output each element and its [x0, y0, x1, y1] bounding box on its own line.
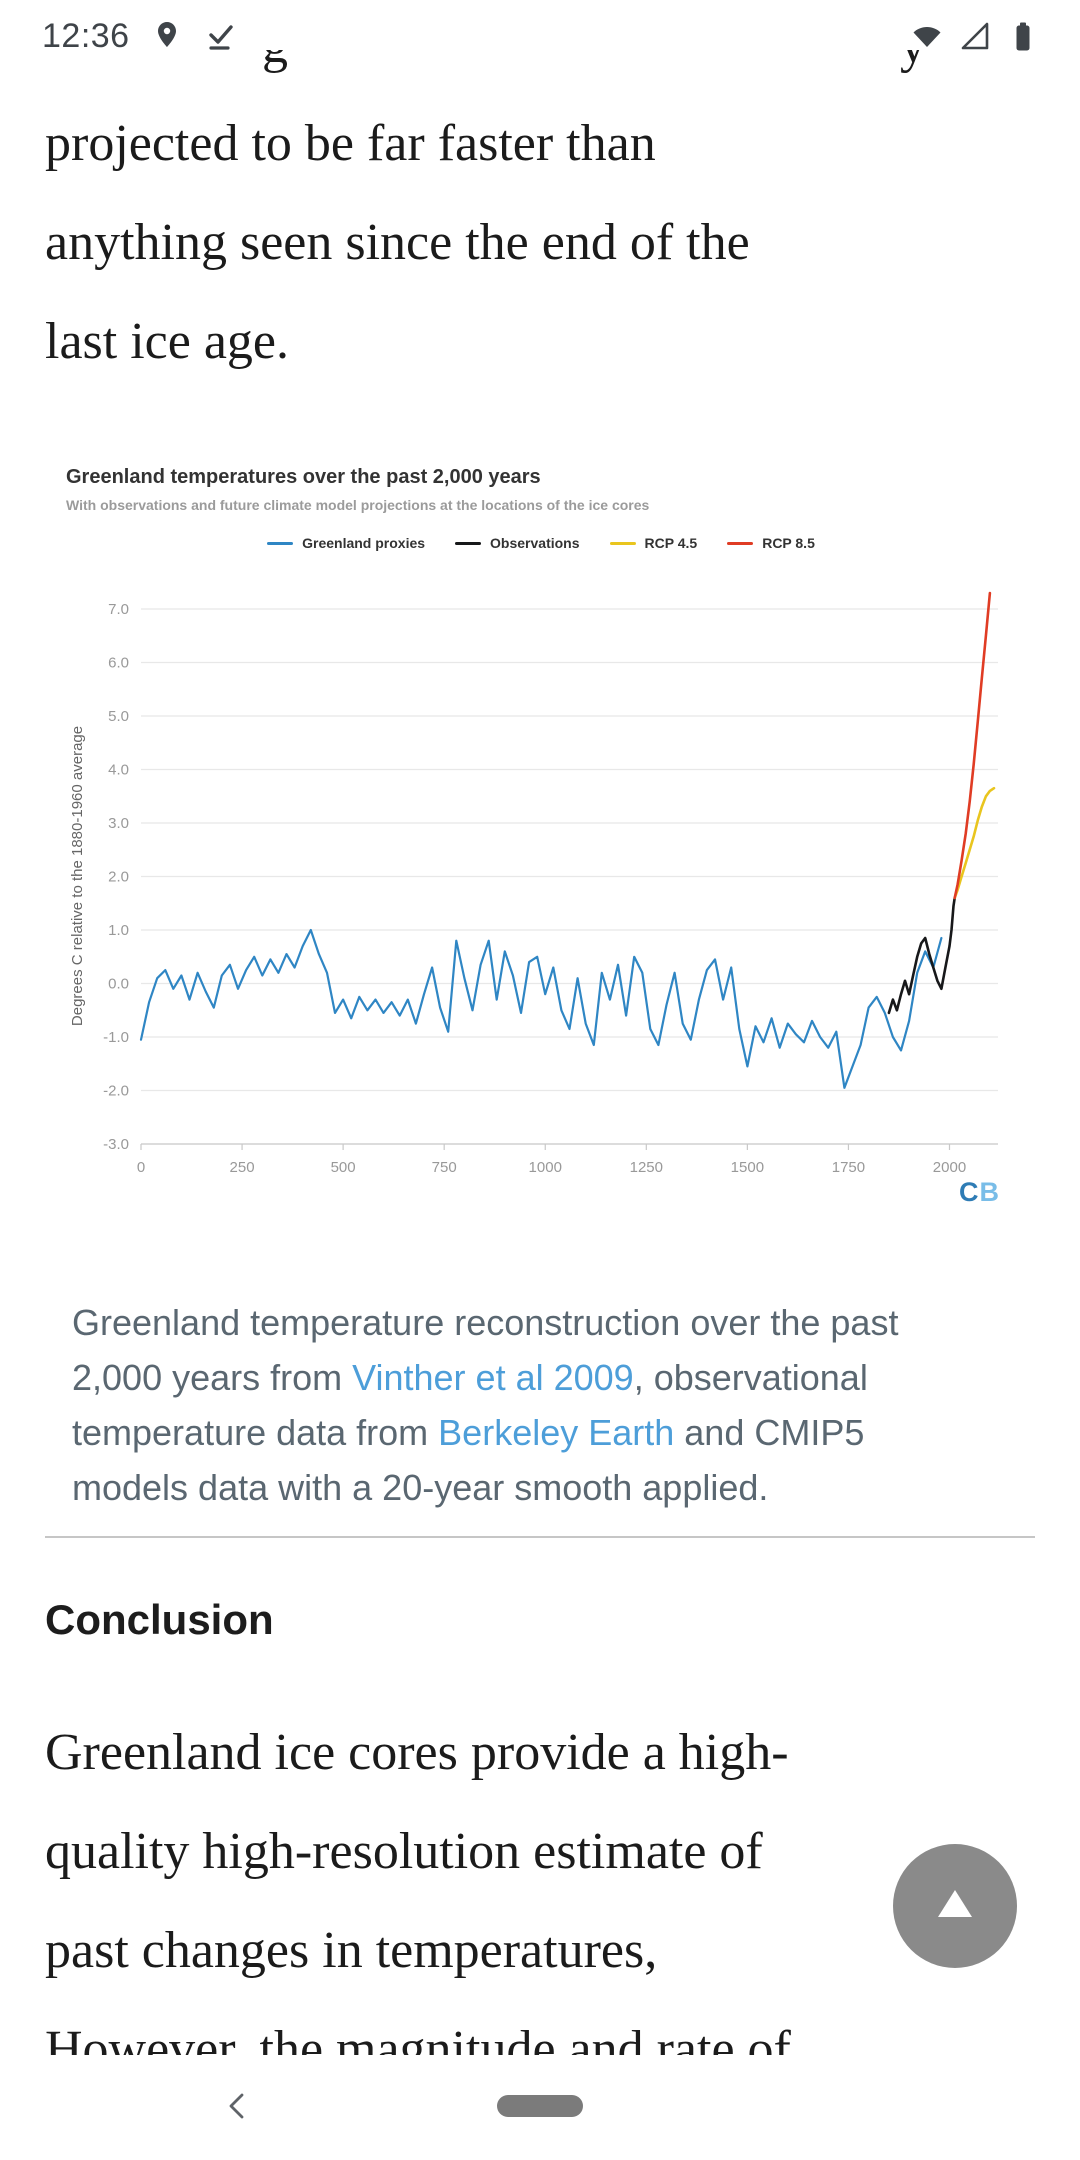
- caption-text: Greenland temperature reconstruction ove…: [72, 1302, 899, 1343]
- legend-item[interactable]: RCP 4.5: [609, 535, 698, 551]
- chart-title: Greenland temperatures over the past 2,0…: [66, 466, 541, 488]
- legend-item[interactable]: Greenland proxies: [267, 535, 425, 551]
- caption-text: temperature data from: [72, 1412, 439, 1453]
- series-line-observations: [887, 896, 957, 1015]
- check-line-icon: [204, 19, 238, 53]
- battery-icon: [1006, 19, 1040, 53]
- carbon-brief-logo: CB: [66, 1177, 1016, 1207]
- series-line-rcp-4-5: [953, 786, 996, 900]
- series-line-rcp-8-5: [953, 591, 992, 900]
- caption-link[interactable]: Berkeley Earth: [438, 1412, 675, 1453]
- caption-text: and CMIP5: [674, 1412, 865, 1453]
- legend-swatch: [267, 541, 294, 545]
- legend-label: RCP 8.5: [762, 535, 815, 551]
- x-tick-label: 500: [331, 1159, 356, 1176]
- series-line-greenland-proxies: [139, 928, 943, 1089]
- x-tick-label: 1750: [832, 1159, 865, 1176]
- cell-signal-icon: [958, 19, 992, 53]
- cutoff-glyph-left: g: [262, 50, 288, 72]
- legend-swatch: [609, 541, 636, 545]
- x-tick-label: 1250: [630, 1159, 663, 1176]
- caption-text: 2,000 years from: [72, 1357, 353, 1398]
- x-tick-label: 250: [230, 1159, 255, 1176]
- back-chevron-icon[interactable]: [222, 2089, 252, 2123]
- caption-line: temperature data from Berkeley Earth and…: [72, 1405, 1040, 1460]
- chart-subtitle: With observations and future climate mod…: [66, 497, 650, 513]
- status-bar-right: [910, 19, 1040, 53]
- caption-line: models data with a 20-year smooth applie…: [72, 1460, 1040, 1515]
- y-tick-label: 3.0: [108, 815, 129, 832]
- caption-text: , observational: [633, 1357, 868, 1398]
- cutoff-text-top: g y: [45, 50, 1035, 82]
- figure-caption: Greenland temperature reconstruction ove…: [72, 1295, 1040, 1515]
- y-tick-label: 0.0: [108, 976, 129, 993]
- chart-section: Greenland temperatures over the past 2,0…: [66, 466, 1016, 1207]
- y-tick-label: -3.0: [103, 1136, 129, 1153]
- arrow-up-icon: [938, 1890, 972, 1917]
- x-tick-label: 1500: [731, 1159, 764, 1176]
- cb-logo-c: C: [959, 1177, 980, 1207]
- legend-swatch: [727, 541, 754, 545]
- intro-paragraph: projected to be far faster than anything…: [45, 115, 750, 370]
- status-bar: 12:36: [0, 0, 1080, 66]
- status-time: 12:36: [42, 16, 130, 55]
- chart-legend: Greenland proxies Observations RCP 4.5 RCP …: [66, 535, 1016, 551]
- y-tick-label: 7.0: [108, 601, 129, 618]
- x-tick-label: 2000: [933, 1159, 966, 1176]
- scroll-to-top-button[interactable]: [893, 1844, 1017, 1968]
- home-pill[interactable]: [497, 2095, 583, 2117]
- temperature-chart: Degrees C relative to the 1880-1960 aver…: [69, 591, 998, 1176]
- x-tick-label: 750: [432, 1159, 457, 1176]
- y-tick-label: 5.0: [108, 708, 129, 725]
- legend-item[interactable]: Observations: [455, 535, 580, 551]
- caption-text: models data with a 20-year smooth applie…: [72, 1467, 769, 1508]
- wifi-icon: [910, 19, 944, 53]
- cutoff-text-bottom-line: However, the magnitude and rate of: [45, 2021, 791, 2055]
- y-tick-label: -1.0: [103, 1029, 129, 1046]
- location-pin-icon: [150, 19, 184, 53]
- y-tick-label: 1.0: [108, 922, 129, 939]
- y-tick-label: 6.0: [108, 655, 129, 672]
- cb-logo-b: B: [979, 1177, 1000, 1207]
- y-tick-label: 2.0: [108, 869, 129, 886]
- y-tick-label: 4.0: [108, 762, 129, 779]
- x-tick-label: 1000: [529, 1159, 562, 1176]
- status-bar-left: 12:36: [42, 17, 238, 56]
- legend-label: Observations: [490, 535, 580, 551]
- conclusion-paragraph: Greenland ice cores provide a high- qual…: [45, 1724, 789, 1979]
- caption-line: 2,000 years from Vinther et al 2009, obs…: [72, 1350, 1040, 1405]
- conclusion-heading: Conclusion: [45, 1596, 274, 1643]
- cutoff-glyph-right: y: [900, 50, 926, 72]
- legend-swatch: [455, 541, 482, 545]
- legend-label: RCP 4.5: [644, 535, 698, 551]
- y-tick-label: -2.0: [103, 1083, 129, 1100]
- caption-link[interactable]: Vinther et al 2009: [352, 1357, 634, 1398]
- section-divider: [45, 1536, 1035, 1538]
- x-tick-label: 0: [137, 1159, 145, 1176]
- caption-line: Greenland temperature reconstruction ove…: [72, 1295, 1040, 1350]
- bottom-nav-bar: [0, 2060, 1080, 2160]
- y-axis-title: Degrees C relative to the 1880-1960 aver…: [69, 726, 86, 1026]
- legend-label: Greenland proxies: [302, 535, 426, 551]
- cutoff-text-bottom: However, the magnitude and rate of: [45, 2000, 1035, 2055]
- legend-item[interactable]: RCP 8.5: [727, 535, 815, 551]
